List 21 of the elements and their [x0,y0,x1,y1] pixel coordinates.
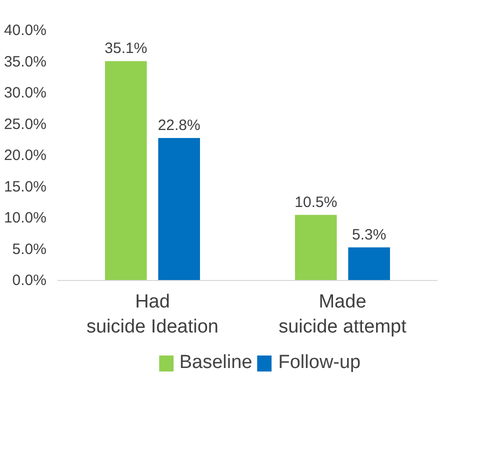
y-tick-label: 0.0% [12,272,47,289]
bar [105,61,147,280]
x-tick-label: Made suicide attempt [278,292,408,338]
y-tick-label: 15.0% [4,178,47,196]
bar [158,138,200,280]
data-label: 5.3% [352,226,386,244]
legend-label: Baseline [179,352,252,374]
y-tick-label: 5.0% [12,240,47,258]
data-label: 35.1% [104,40,148,58]
data-label: 22.8% [158,117,200,134]
data-label: 10.5% [294,194,338,211]
y-tick-label: 25.0% [4,116,47,133]
y-tick-label: 20.0% [4,147,47,164]
y-tick-label: 10.0% [4,210,47,226]
bar [348,247,390,280]
legend-label: Follow-up [278,352,361,374]
y-tick-label: 40.0% [4,22,47,39]
bar [295,214,337,280]
y-tick-label: 35.0% [4,53,47,70]
x-tick-label: Had suicide Ideation [86,292,219,338]
y-tick-label: 30.0% [4,84,47,102]
